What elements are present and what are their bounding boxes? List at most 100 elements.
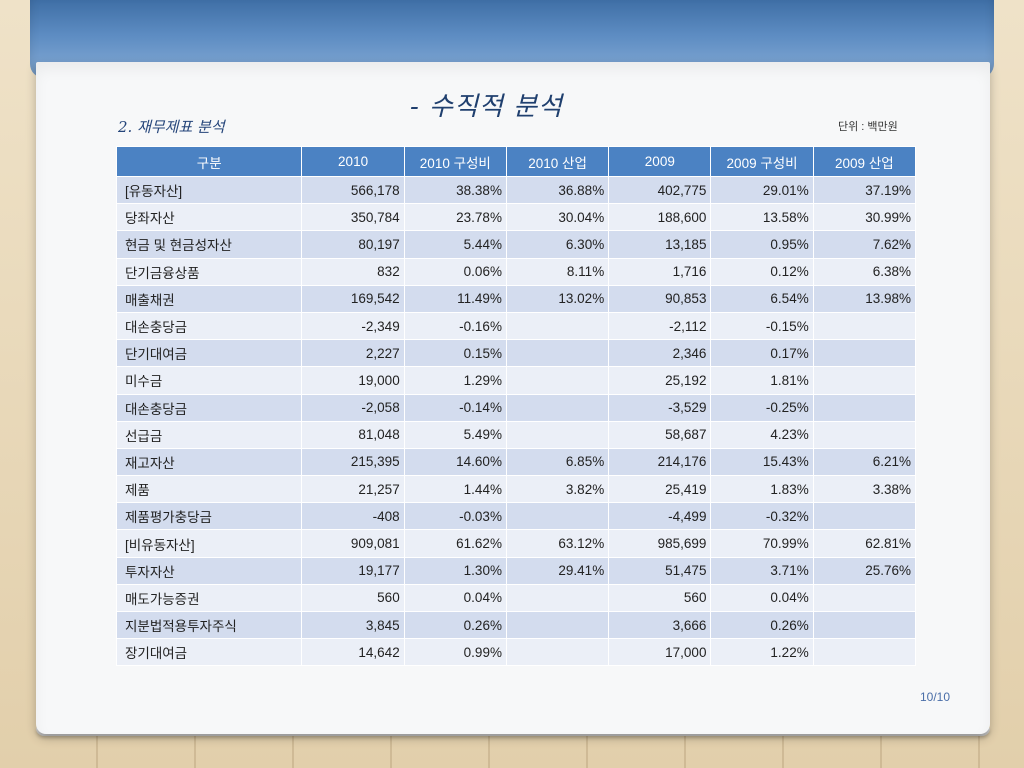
table-cell: 62.81% [812,529,917,558]
table-cell [812,610,917,640]
table-cell [505,366,610,395]
table-cell: 19,000 [301,366,405,395]
table-cell [505,502,610,531]
table-cell: 909,081 [301,529,405,558]
column-header: 2009 [608,146,712,177]
table-cell: 6.30% [505,230,610,259]
table-cell: 2,227 [301,339,405,368]
table-cell: 215,395 [301,447,405,477]
table-row: 당좌자산 350,784 23.78% 30.04% 188,600 13.58% 30.9… [115,203,917,232]
table-header: 구분 2010 2010 구성비 2010 산업 2009 2009 구성비 2009 산업 [115,146,917,177]
table-cell: 25,419 [608,475,712,504]
table-cell: 25.76% [812,556,917,585]
table-cell: -0.32% [710,502,814,531]
column-header: 구분 [115,146,303,177]
table-cell: 6.21% [812,447,917,477]
table-cell: 0.15% [403,339,507,368]
table-cell [505,311,610,341]
table-cell [812,420,917,449]
table-cell: 0.26% [710,610,814,640]
table-cell: -408 [301,502,405,531]
row-label: 매출채권 [115,284,303,313]
table-row: 제품 21,257 1.44% 3.82% 25,419 1.83% 3.38% [115,475,917,504]
table-cell [505,339,610,368]
table-cell: -0.25% [710,393,814,422]
table-cell: 30.04% [505,203,610,232]
table-cell: 23.78% [403,203,507,232]
table-cell: 402,775 [608,175,712,205]
row-label: 당좌자산 [115,203,303,232]
table-cell: 58,687 [608,420,712,449]
table-cell: 0.06% [403,257,507,286]
table-row: 지분법적용투자주식 3,845 0.26% 3,666 0.26% [115,610,917,640]
table-cell: 36.88% [505,175,610,205]
table-cell: 13.58% [710,203,814,232]
table-cell: 37.19% [812,175,917,205]
table-cell: 25,192 [608,366,712,395]
table-cell [505,610,610,640]
table-cell: 0.12% [710,257,814,286]
table-cell [812,583,917,613]
table-row: 투자자산 19,177 1.30% 29.41% 51,475 3.71% 25.76% [115,556,917,585]
table-cell [505,393,610,422]
table-cell: 29.41% [505,556,610,585]
table-cell: 38.38% [403,175,507,205]
table-cell: 19,177 [301,556,405,585]
row-label: [비유동자산] [115,529,303,558]
page-number: 10/10 [920,690,951,704]
table-cell: 8.11% [505,257,610,286]
table-cell: 169,542 [301,284,405,313]
table-cell: 61.62% [403,529,507,558]
table-cell [812,366,917,395]
table-body: [유동자산] 566,178 38.38% 36.88% 402,775 29.01% 37… [115,175,917,667]
table-row: 장기대여금 14,642 0.99% 17,000 1.22% [115,638,917,667]
table-cell: 15.43% [710,447,814,477]
table-cell: 21,257 [301,475,405,504]
table-cell: 1.83% [710,475,814,504]
table-row: 대손충당금 -2,058 -0.14% -3,529 -0.25% [115,393,917,422]
table-cell: 0.99% [403,638,507,667]
table-cell: 2,346 [608,339,712,368]
row-label: 단기금융상품 [115,257,303,286]
table-cell: 70.99% [710,529,814,558]
row-label: 매도가능증권 [115,583,303,613]
table-row: 단기대여금 2,227 0.15% 2,346 0.17% [115,339,917,368]
table-cell: 80,197 [301,230,405,259]
row-label: 지분법적용투자주식 [115,610,303,640]
row-label: 제품평가충당금 [115,502,303,531]
row-label: 투자자산 [115,556,303,585]
row-label: [유동자산] [115,175,303,205]
table-cell: 0.04% [403,583,507,613]
table-cell: -0.15% [710,311,814,341]
table-cell: 0.95% [710,230,814,259]
row-label: 장기대여금 [115,638,303,667]
table-cell: 1.44% [403,475,507,504]
table-cell: 29.01% [710,175,814,205]
table-cell: 51,475 [608,556,712,585]
table-cell: 5.44% [403,230,507,259]
row-label: 선급금 [115,420,303,449]
column-header: 2009 산업 [812,146,917,177]
table-cell: 1.22% [710,638,814,667]
table-cell: 17,000 [608,638,712,667]
table-cell: 1.30% [403,556,507,585]
table-cell: 7.62% [812,230,917,259]
section-subtitle: 2. 재무제표 분석 [118,118,225,136]
table-cell: 13.02% [505,284,610,313]
table-cell: 350,784 [301,203,405,232]
row-label: 대손충당금 [115,393,303,422]
table-cell: 11.49% [403,284,507,313]
table-cell: 3.38% [812,475,917,504]
table-cell: 566,178 [301,175,405,205]
table-cell: 4.23% [710,420,814,449]
table-cell: -4,499 [608,502,712,531]
table-cell: 560 [301,583,405,613]
table-cell [812,502,917,531]
table-cell: 3,666 [608,610,712,640]
slide-title: - 수직적 분석 [410,92,563,122]
table-cell: 3.71% [710,556,814,585]
table-cell: 14,642 [301,638,405,667]
table-row: 제품평가충당금 -408 -0.03% -4,499 -0.32% [115,502,917,531]
table-cell [505,583,610,613]
financial-table: 구분 2010 2010 구성비 2010 산업 2009 2009 구성비 2009 산업… [115,146,917,667]
